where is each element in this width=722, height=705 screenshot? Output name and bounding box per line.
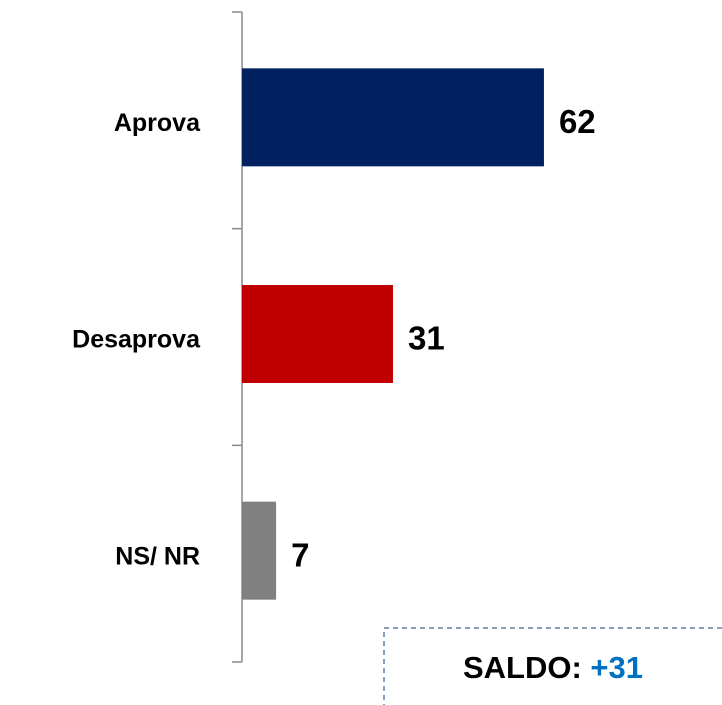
bar — [242, 501, 277, 600]
bar — [242, 285, 393, 383]
bar — [242, 68, 544, 167]
saldo-value: +31 — [590, 650, 643, 685]
saldo-box — [383, 627, 722, 705]
saldo: SALDO: +31 — [463, 650, 643, 685]
category-label: NS/ NR — [115, 542, 200, 570]
saldo-label: SALDO: — [463, 650, 582, 685]
category-label: Aprova — [114, 109, 201, 137]
value-label: 7 — [291, 536, 309, 573]
value-label: 62 — [559, 103, 596, 140]
value-label: 31 — [408, 320, 445, 357]
category-label: Desaprova — [72, 326, 201, 354]
